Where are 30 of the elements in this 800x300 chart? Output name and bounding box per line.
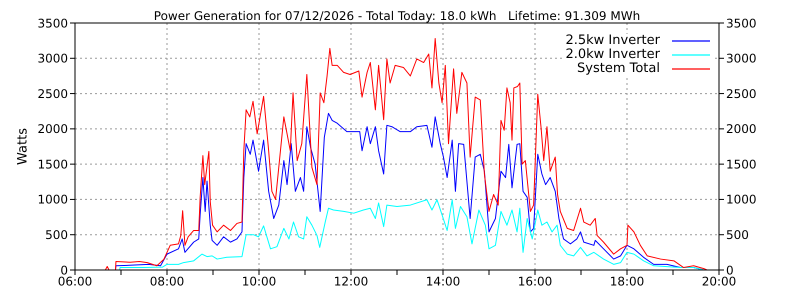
x-tick-label: 12:00 <box>334 274 368 289</box>
x-tick-label: 20:00 <box>702 274 736 289</box>
y2-tick-label: 3000 <box>726 52 757 66</box>
legend-label: 2.5kw Inverter <box>565 33 660 48</box>
y2-tick-label: 3500 <box>726 16 757 30</box>
y2-tick-label: 1000 <box>726 192 757 207</box>
line-series <box>119 199 704 270</box>
y2-tick-label: 2000 <box>726 122 757 136</box>
x-tick-label: 14:00 <box>426 274 460 289</box>
y-tick-label: 2500 <box>37 86 68 101</box>
y2-tick-label: 0 <box>726 263 734 278</box>
y-tick-label: 0 <box>60 263 68 278</box>
x-tick-label: 18:00 <box>610 274 644 289</box>
x-tick-label: 10:00 <box>242 274 276 289</box>
y-tick-label: 2000 <box>37 122 68 136</box>
x-tick-label: 06:00 <box>58 274 92 289</box>
y2-tick-label: 500 <box>726 228 749 242</box>
y2-tick-label: 2500 <box>726 86 757 101</box>
y-tick-label: 3500 <box>37 16 68 30</box>
y-tick-label: 500 <box>45 228 68 242</box>
legend-label: System Total <box>577 61 660 76</box>
x-tick-label: 16:00 <box>518 274 552 289</box>
x-tick-label: 08:00 <box>150 274 184 289</box>
y2-tick-label: 1500 <box>726 157 757 172</box>
y-tick-label: 1500 <box>37 157 68 172</box>
y-tick-label: 1000 <box>37 192 68 207</box>
legend-label: 2.0kw Inverter <box>565 47 660 62</box>
y-axis-title: Watts <box>16 128 31 165</box>
y-tick-label: 3000 <box>37 52 68 66</box>
chart-title: Power Generation for 07/12/2026 - Total Today: 18.0 kWh Lifetime: 91.309 MWh <box>152 9 642 23</box>
